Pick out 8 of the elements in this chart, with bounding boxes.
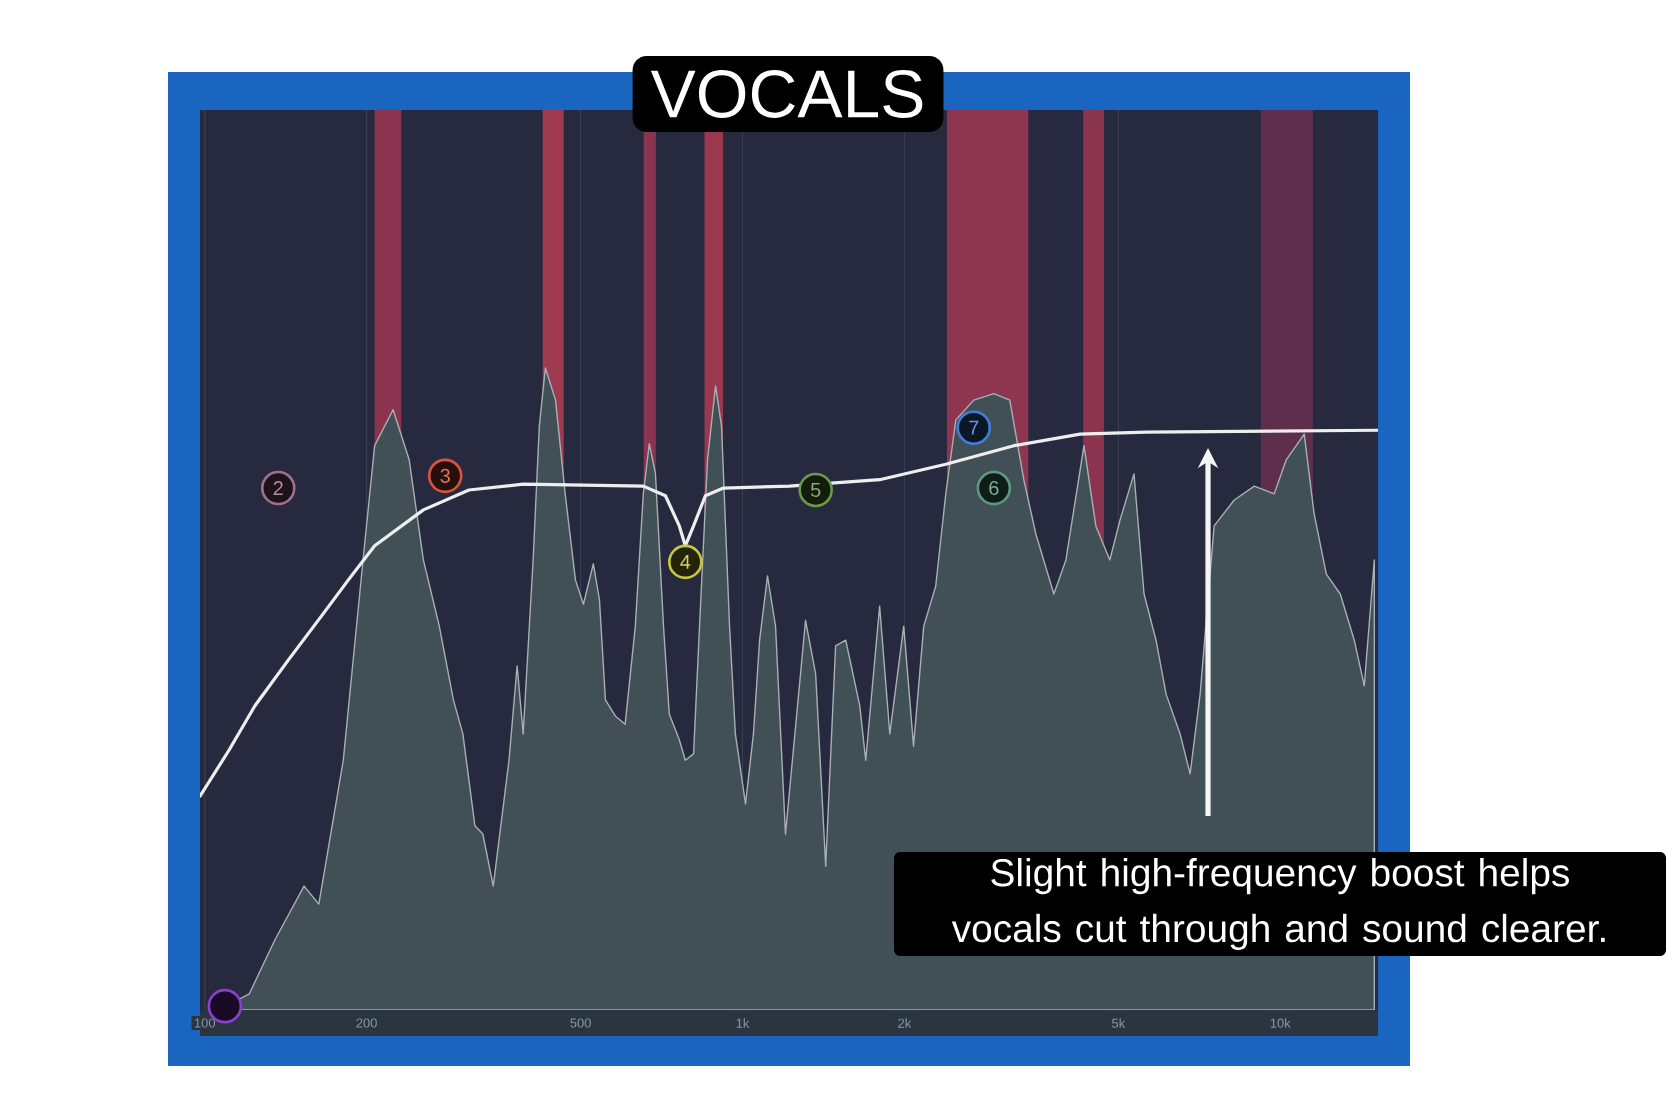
chart-title: VOCALS — [650, 70, 923, 118]
annotation: 5 — [810, 483, 821, 497]
annotation: 4 — [680, 555, 691, 569]
annotation: 7 — [969, 420, 979, 435]
annotation: Slight high-frequency boost helps vocals cut through and sound clearer. — [951, 857, 1605, 950]
annotation: 3 — [440, 468, 450, 483]
annotation: 6 — [989, 481, 999, 496]
annotation: 2 — [273, 481, 283, 495]
